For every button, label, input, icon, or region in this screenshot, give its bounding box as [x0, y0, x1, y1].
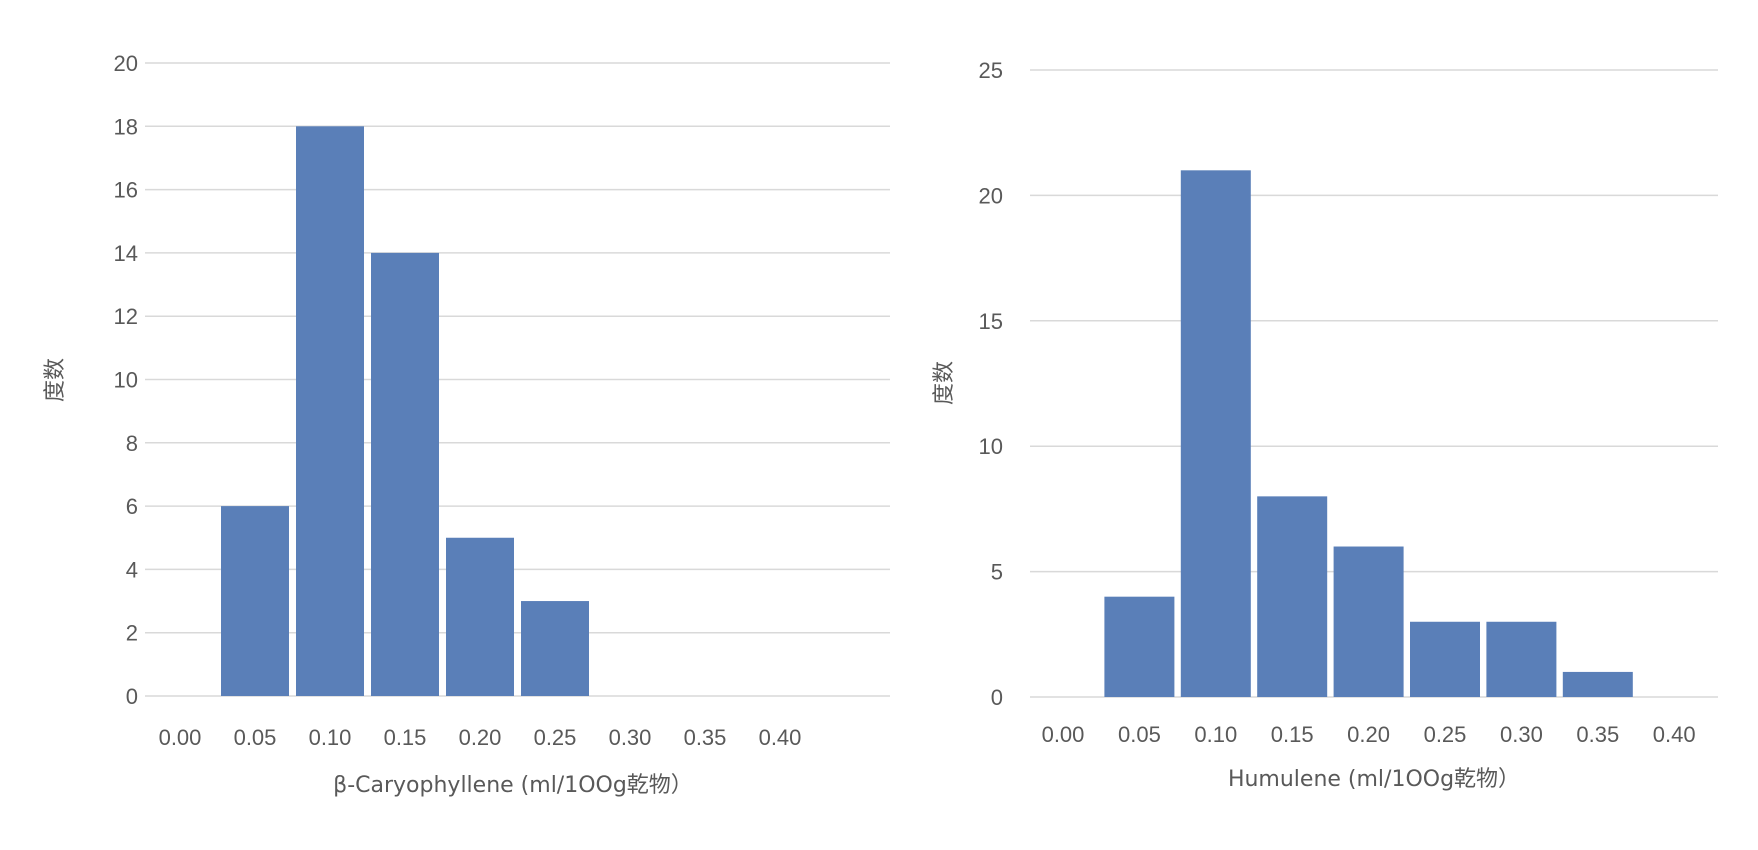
x-tick-label: 0.15	[1271, 722, 1314, 747]
y-axis-title: 度数	[932, 361, 957, 405]
y-tick-label: 14	[114, 241, 138, 266]
x-tick-label: 0.25	[534, 725, 577, 750]
bar-0.05	[221, 506, 289, 696]
x-tick-label: 0.30	[1500, 722, 1543, 747]
x-tick-label: 0.25	[1424, 722, 1467, 747]
bar-0.05	[1104, 596, 1175, 697]
y-tick-label: 0	[991, 685, 1003, 710]
y-tick-label: 20	[979, 183, 1003, 208]
x-tick-label: 0.10	[1194, 722, 1237, 747]
bar-0.20	[446, 537, 514, 696]
bar-0.10	[1180, 170, 1251, 697]
bar-0.25	[521, 601, 589, 696]
x-tick-label: 0.35	[1576, 722, 1619, 747]
x-axis-title: Humulene (ml/1OOg乾物）	[1228, 767, 1520, 792]
bar-0.10	[296, 126, 364, 697]
x-tick-label: 0.00	[159, 725, 202, 750]
x-tick-label: 0.10	[309, 725, 352, 750]
y-tick-label: 10	[114, 368, 138, 393]
y-tick-label: 5	[991, 560, 1003, 585]
bar-0.25	[1410, 621, 1480, 697]
x-tick-label: 0.15	[384, 725, 427, 750]
y-tick-label: 12	[114, 304, 138, 329]
x-tick-label: 0.05	[1118, 722, 1161, 747]
chart-panel-2: 0 5 10 15 20 25 0.00 0.05 0.10 0.15 0.20 0.25 0.30 0.…	[932, 58, 1718, 792]
x-tick-label: 0.40	[1653, 722, 1696, 747]
x-tick-label: 0.20	[1347, 722, 1390, 747]
x-tick-label: 0.40	[759, 725, 802, 750]
y-tick-label: 6	[126, 494, 138, 519]
x-tick-label: 0.20	[459, 725, 502, 750]
y-tick-label: 10	[979, 434, 1003, 459]
bar-0.15	[1257, 496, 1328, 697]
x-tick-label: 0.30	[609, 725, 652, 750]
bar-0.20	[1333, 546, 1404, 697]
x-tick-label: 0.05	[234, 725, 277, 750]
y-tick-label: 8	[126, 431, 138, 456]
bar-0.30	[1486, 621, 1557, 697]
y-tick-label: 15	[979, 309, 1003, 334]
x-tick-label: 0.00	[1042, 722, 1085, 747]
bar-0.35	[1562, 671, 1633, 697]
x-axis-title: β-Caryophyllene (ml/1OOg乾物）	[333, 773, 693, 798]
bar-0.15	[371, 252, 439, 696]
chart-panel-1: 0 2 4 6 8 10 12 14 16 18 20 0.00 0.05 0.10 0.15 0.20 0.2…	[43, 51, 890, 798]
y-tick-label: 18	[114, 114, 138, 139]
x-tick-label: 0.35	[684, 725, 727, 750]
y-axis-title: 度数	[43, 358, 68, 402]
y-tick-label: 25	[979, 58, 1003, 83]
y-tick-label: 4	[126, 557, 138, 582]
y-tick-label: 0	[126, 684, 138, 709]
y-tick-label: 2	[126, 621, 138, 646]
y-tick-label: 16	[114, 178, 138, 203]
y-tick-label: 20	[114, 51, 138, 76]
